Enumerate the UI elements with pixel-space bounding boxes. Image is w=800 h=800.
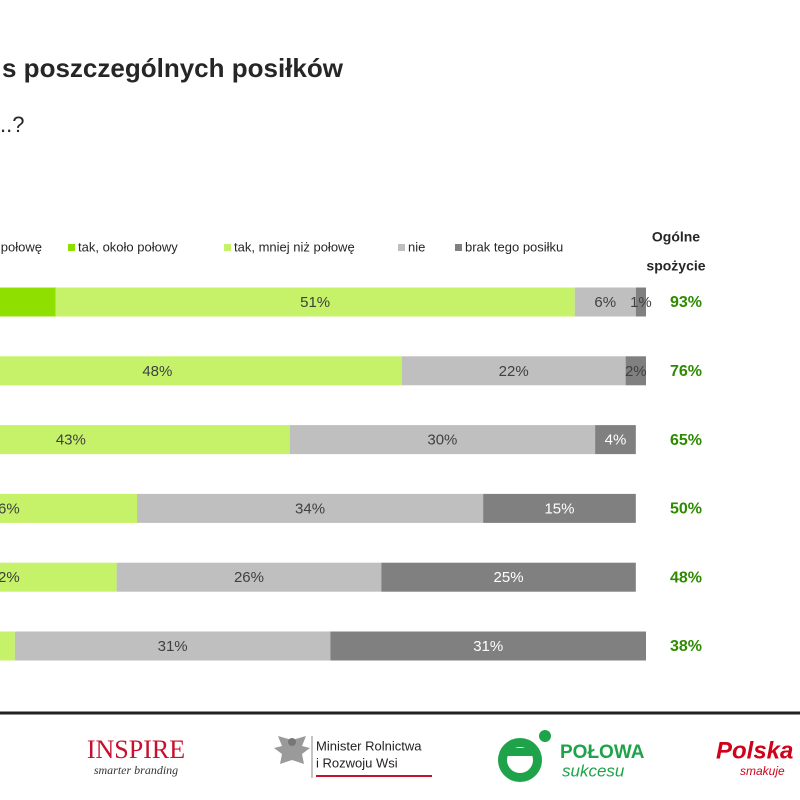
bar-segment [0,425,290,455]
value-label: 31% [473,638,503,655]
legend-swatch [68,244,75,251]
legend-label: nie [408,239,425,254]
value-label: 48% [142,363,172,380]
bar-segment [0,356,402,386]
value-label: 30% [427,432,457,449]
totals-header: Ogólne [652,229,700,245]
bar-segment [0,493,137,523]
logo-text: POŁOWA [560,742,645,763]
value-label: 34% [295,500,325,517]
value-label: 22% [0,569,20,586]
value-label: 26% [234,569,264,586]
logo-text: Polska [716,737,793,764]
logo-bar [507,748,533,756]
eagle-head [288,738,296,746]
bar-segment [116,562,382,592]
total-label: 76% [670,363,702,380]
total-label: 65% [670,432,702,449]
bar-segment [14,631,331,661]
bar-segment [55,287,575,317]
value-label: 43% [56,432,86,449]
chart-subtitle: ..? [0,112,24,137]
bars: połowę tak, około połowy tak, mniej niż po… [0,239,702,661]
bar-segment [289,425,596,455]
logo-ministry: Minister Rolnictwa i Rozwoju Wsi [274,736,432,778]
bar-segment [401,356,626,386]
legend-swatch [224,244,231,251]
logo-text: i Rozwoju Wsi [316,755,398,770]
bar-segment [330,631,646,661]
bar-segment [635,287,646,317]
logo-text: INSPIRE [87,735,185,764]
total-label: 48% [670,569,702,586]
legend-label: tak, około połowy [78,239,178,254]
value-label: 26% [0,500,20,517]
logo-text: Minister Rolnictwa [316,738,422,753]
bar-segment [483,493,636,523]
totals-header: spożycie [646,258,705,274]
legend-label: połowę [1,239,42,254]
value-label: 51% [300,294,330,311]
logo-polowa: POŁOWA sukcesu [498,730,645,782]
total-label: 38% [670,638,702,655]
bar-segment [595,425,636,455]
logo-text: sukcesu [562,761,625,780]
value-label: 15% [544,500,574,517]
total-label: 93% [670,294,702,311]
bar-segment [137,493,484,523]
legend-swatch [455,244,462,251]
total-label: 50% [670,501,702,518]
value-label: 25% [494,569,524,586]
value-label: 4% [605,432,627,449]
chart-title: s poszczególnych posiłków [2,53,344,83]
eagle-icon [274,736,310,764]
bar-segment [574,287,636,317]
value-label: 6% [594,294,616,311]
bar-segment [0,287,56,317]
logo-text: smakuje [740,764,785,778]
legend-label: tak, mniej niż połowę [234,239,355,254]
logo-polska: Polska smakuje [716,737,793,778]
value-label: 22% [499,363,529,380]
bar-segment [381,562,636,592]
logo-dot [539,730,551,742]
logo-text: smarter branding [94,763,178,777]
logo-inspire: INSPIRE smarter branding [87,735,185,777]
value-label: 31% [158,638,188,655]
bar-segment [0,562,117,592]
value-label: 2% [625,363,647,380]
bar-segment [625,356,646,386]
bar-segment [0,631,15,661]
legend-label: brak tego posiłku [465,239,563,254]
legend-swatch [398,244,405,251]
value-label: 1% [630,294,652,311]
